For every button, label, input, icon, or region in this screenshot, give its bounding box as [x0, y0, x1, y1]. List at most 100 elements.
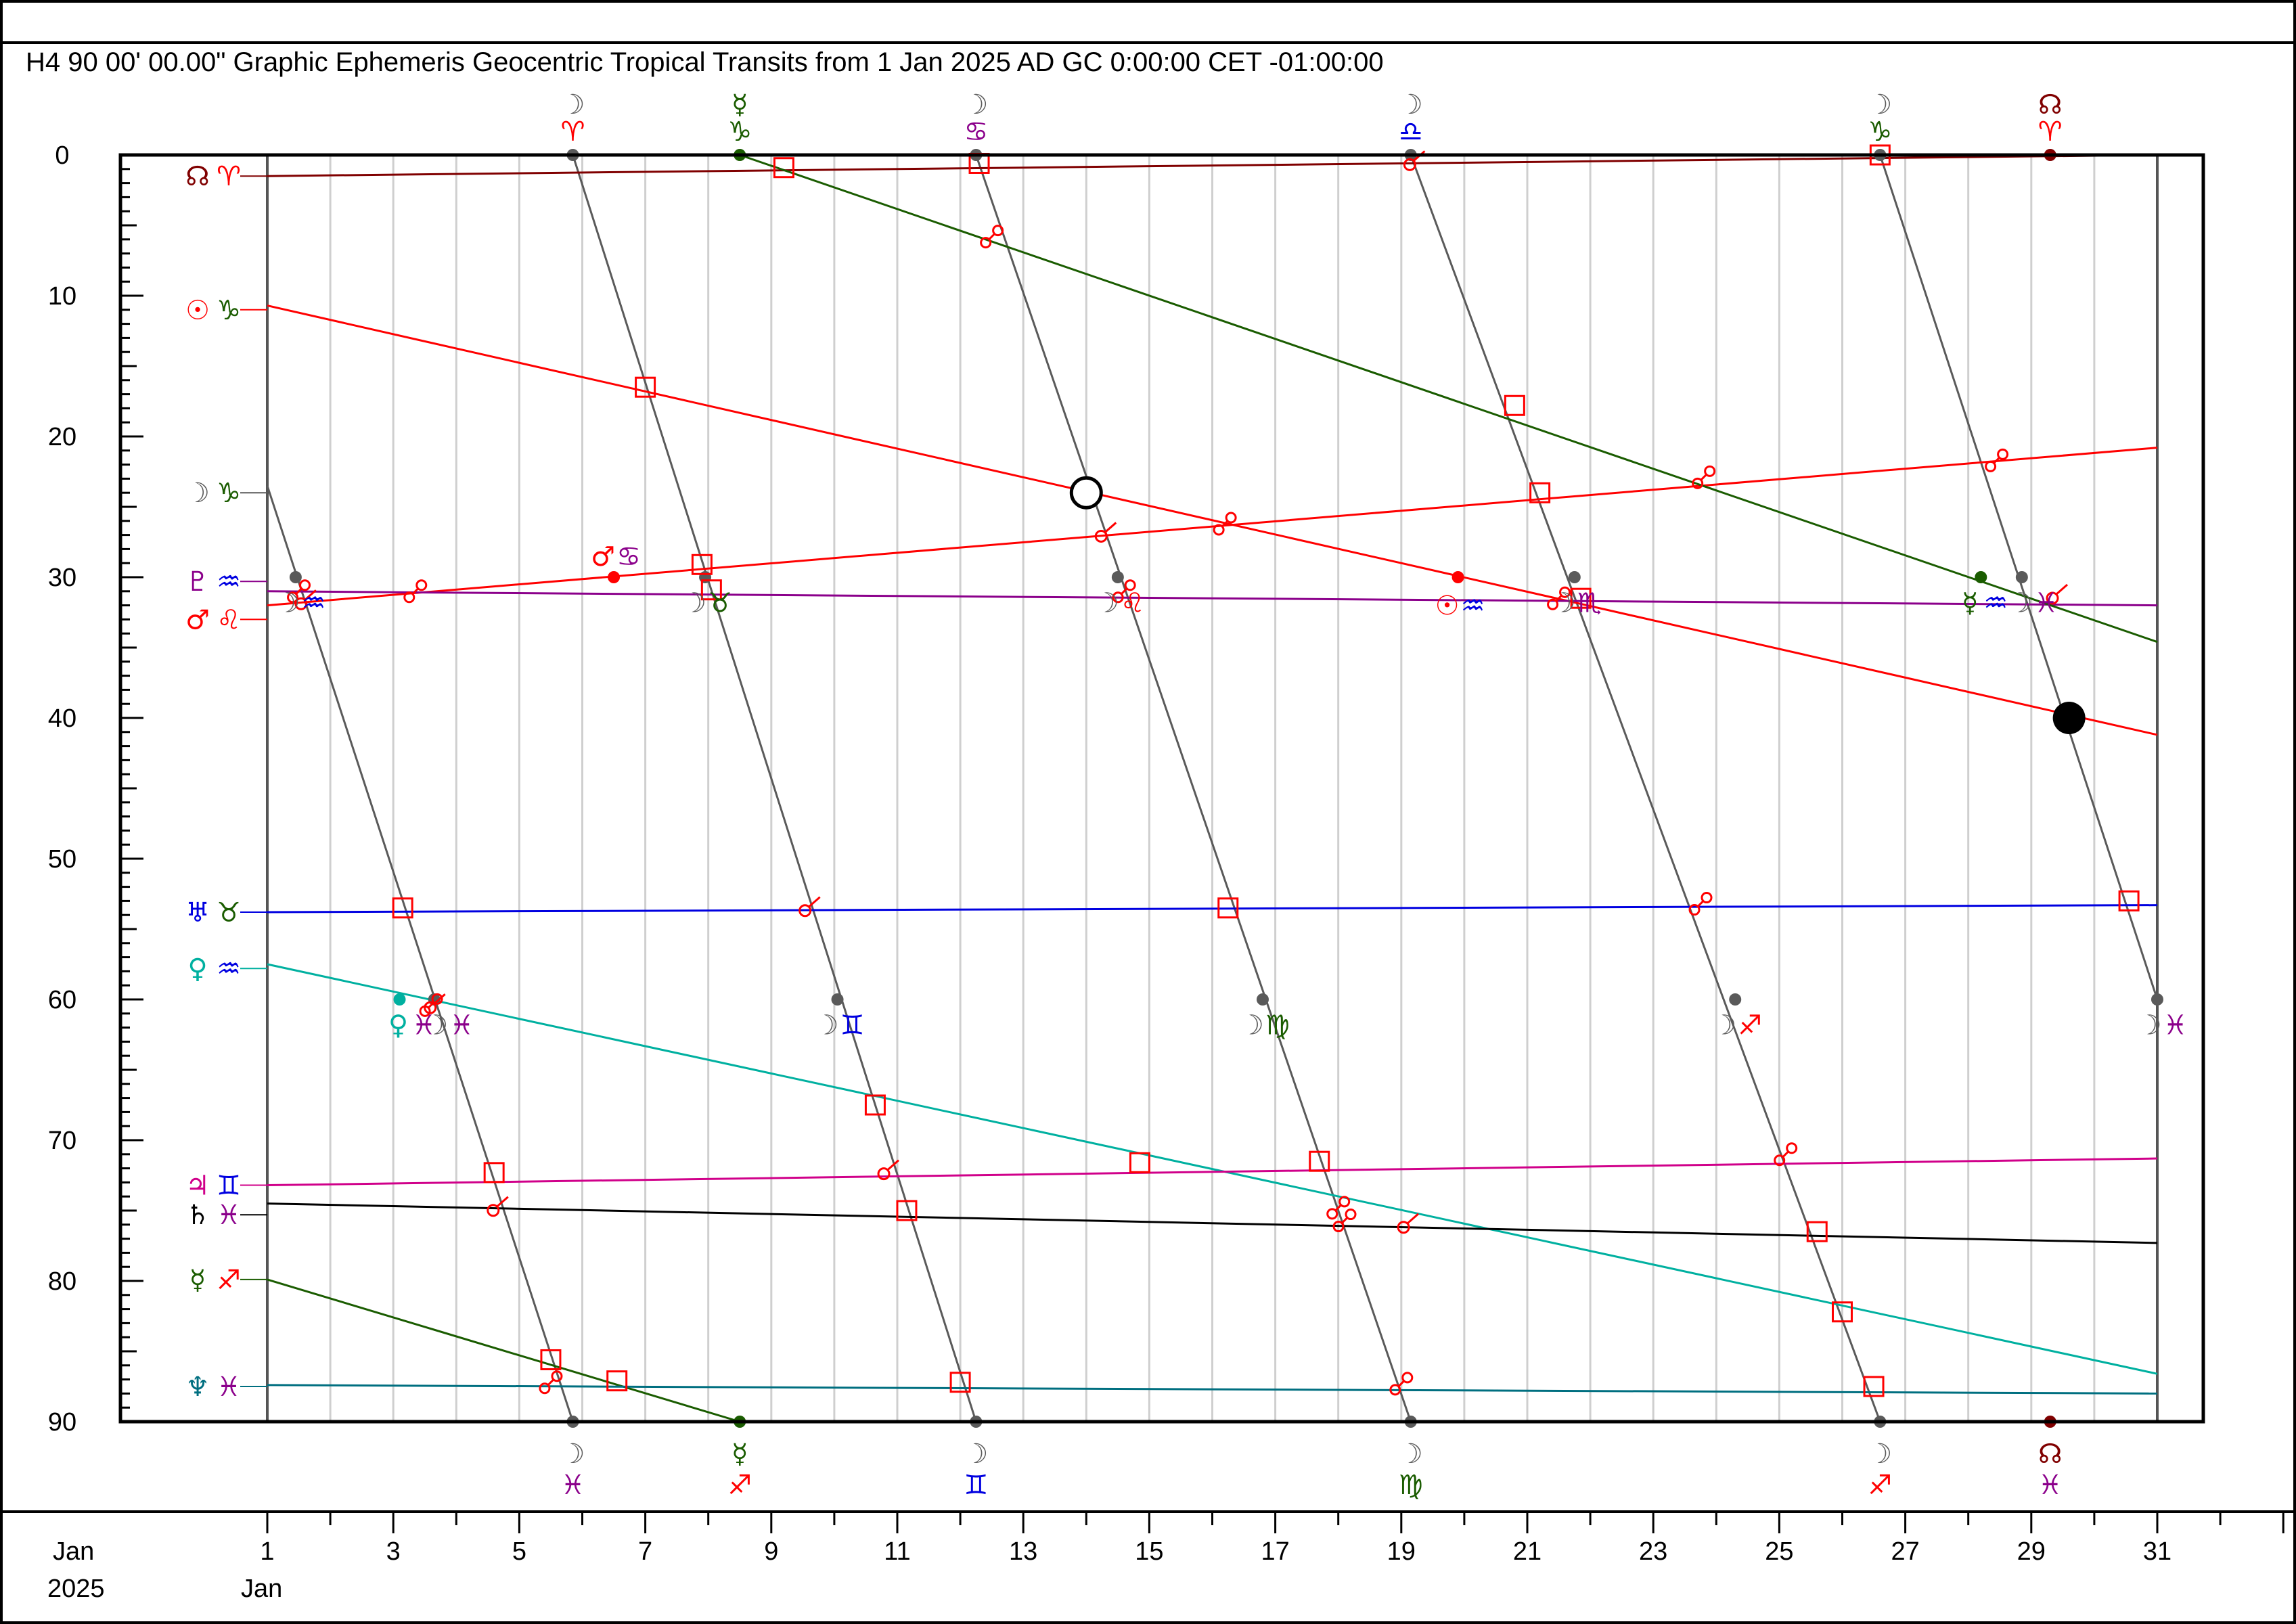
opposition-marker: [1112, 579, 1136, 604]
conjunction-marker: [1397, 1213, 1420, 1234]
opposition-link: [1397, 1380, 1405, 1387]
opposition-link: [1555, 595, 1562, 602]
opposition-marker: [1692, 465, 1716, 489]
ingress-sign: ♒: [302, 587, 326, 618]
row-glyph-label: ♇: [185, 566, 210, 597]
conjunction-stem: [1407, 1213, 1420, 1224]
ingress-glyph: ☽: [682, 587, 706, 618]
conjunction-marker: [424, 993, 446, 1014]
top-ingress-glyph: ☽: [1399, 89, 1423, 120]
row-sign-label: ♒: [217, 566, 241, 597]
x-tick-label: 3: [386, 1537, 401, 1566]
planet-lines: [240, 154, 2159, 1423]
square-aspect-marker: [700, 579, 722, 601]
opposition-marker: [1985, 448, 2009, 472]
mercury-line: [267, 1278, 740, 1423]
x-tick-label: 27: [1891, 1537, 1919, 1566]
ingress-dot: [1111, 571, 1124, 583]
y-tick-label: 40: [48, 704, 76, 733]
x-tick-label: 9: [764, 1537, 778, 1566]
row-sign-label: ♑: [217, 295, 241, 326]
opposition-circle-b: [299, 579, 311, 591]
x-tick-label: 21: [1513, 1537, 1541, 1566]
x-tick-label: 1: [260, 1537, 274, 1566]
moon-line: [1410, 154, 1881, 1422]
conjunction-circle: [877, 1167, 891, 1181]
row-glyph-label: ♂: [185, 604, 210, 635]
ingress-glyph: ☽: [424, 1010, 448, 1041]
row-glyph-label: ♅: [185, 897, 210, 928]
bottom-ingress-glyph: ☽: [964, 1439, 988, 1470]
square-aspect-marker: [606, 1370, 628, 1392]
opposition-link: [1993, 457, 2000, 464]
opposition-circle-b: [1559, 586, 1571, 598]
y-tick-label: 0: [55, 141, 69, 170]
conjunction-circle: [1397, 1221, 1410, 1234]
bottom-ingress-glyph: ☽: [561, 1439, 585, 1470]
row-glyph-label: ☉: [185, 295, 210, 326]
ingress-glyph: ☽: [1712, 1010, 1736, 1041]
opposition-marker: [287, 579, 311, 604]
row-glyph-label: ☽: [185, 478, 210, 509]
venus-line: [267, 963, 2158, 1375]
ingress-sign: ♊: [840, 1010, 865, 1041]
opposition-circle-b: [1786, 1142, 1798, 1154]
bottom-ingress-sign: ♓: [561, 1470, 585, 1501]
conjunction-stem: [433, 993, 446, 1005]
opposition-circle-b: [1345, 1209, 1357, 1221]
row-sign-label: ♈: [217, 161, 241, 192]
row-glyph-label: ♄: [185, 1200, 210, 1231]
ingress-sign: ♉: [708, 587, 732, 618]
opposition-circle-b: [1701, 892, 1713, 904]
opposition-link: [1121, 587, 1128, 595]
bottom-ingress-sign: ♍: [1399, 1470, 1423, 1501]
conjunction-circle: [294, 597, 308, 610]
ingress-sign: ♒: [1461, 591, 1485, 622]
opposition-circle-a: [539, 1382, 551, 1395]
node-line: [267, 154, 2158, 177]
ingress-glyph: ☽: [1552, 587, 1576, 618]
y-tick-label: 70: [48, 1127, 76, 1155]
opposition-circle-a: [1326, 1208, 1338, 1220]
opposition-marker: [1547, 586, 1571, 610]
ingress-sign: ♒: [1983, 587, 2008, 618]
square-aspect-marker: [540, 1349, 562, 1370]
x-tick-label: 15: [1135, 1537, 1163, 1566]
x-tick-label: 17: [1261, 1537, 1289, 1566]
opposition-circle-b: [1704, 465, 1716, 477]
top-ingress-glyph: ☽: [964, 89, 988, 120]
opposition-circle-a: [1688, 904, 1701, 916]
y-tick-label: 60: [48, 986, 76, 1014]
row-sign-label: ♐: [217, 1265, 241, 1296]
ingress-glyph: ☽: [2138, 1010, 2162, 1041]
opposition-circle-a: [1213, 524, 1225, 536]
opposition-link: [1341, 1217, 1349, 1224]
ingress-sign: ♐: [1738, 1010, 1762, 1041]
opposition-link: [411, 587, 419, 595]
bottom-ingress-sign: ♐: [727, 1470, 752, 1501]
bottom-ingress-glyph: ☊: [2038, 1439, 2063, 1470]
row-sign-label: ♒: [217, 953, 241, 985]
x-tick-label: 19: [1387, 1537, 1416, 1566]
ingress-dot: [699, 571, 712, 583]
square-aspect-marker: [1309, 1150, 1330, 1172]
moon-line: [974, 154, 1412, 1422]
x-tick-label: 23: [1639, 1537, 1667, 1566]
opposition-link: [1700, 474, 1707, 481]
plot-frame: [118, 153, 2205, 1424]
ingress-glyph: ☽: [276, 587, 300, 618]
opposition-circle-a: [1112, 591, 1124, 604]
row-sign-label: ♓: [217, 1372, 241, 1403]
conjunction-stem: [2056, 583, 2069, 595]
ingress-sign: ♋: [616, 541, 641, 572]
ingress-sign: ♓: [412, 1010, 436, 1041]
neptune-line: [267, 1384, 2158, 1395]
square-aspect-marker: [1832, 1301, 1853, 1323]
y-tick-label: 50: [48, 845, 76, 874]
conjunction-circle: [2046, 591, 2059, 605]
bottom-ingress-glyph: ☽: [1868, 1439, 1892, 1470]
y-tick-label: 10: [48, 282, 76, 311]
opposition-circle-b: [415, 579, 428, 591]
square-aspect-marker: [1217, 897, 1239, 919]
